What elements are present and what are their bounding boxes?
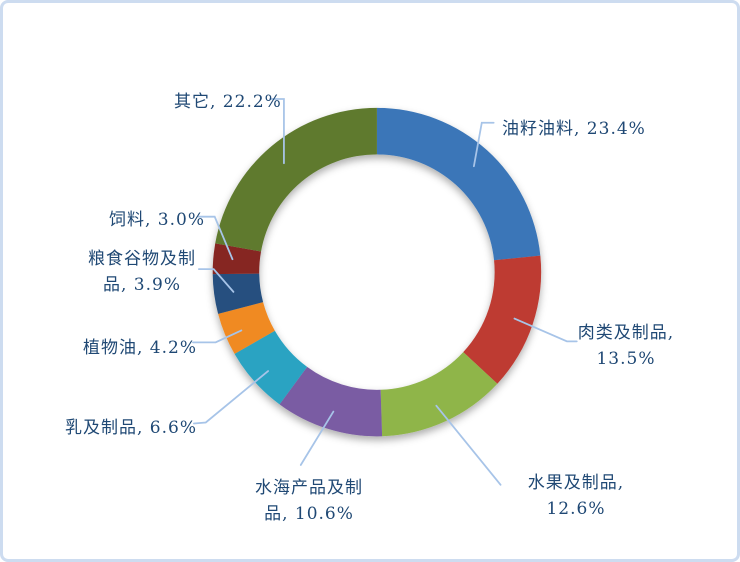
leader-line-dairy	[193, 370, 269, 425]
donut-slices	[212, 107, 542, 437]
label-line: 粮食谷物及制	[88, 249, 196, 269]
label-meat: 肉类及制品, 13.5%	[571, 320, 681, 372]
leader-line-oilseeds	[472, 121, 495, 168]
label-line: 乳及制品, 6.6%	[65, 418, 197, 438]
leader-line-aquatic	[299, 410, 335, 466]
label-oilseeds: 油籽油料, 23.4%	[502, 116, 646, 142]
label-line: 水果及制品,	[527, 473, 625, 493]
label-line: 油籽油料, 23.4%	[502, 119, 646, 139]
label-line: 水海产品及制	[255, 478, 363, 498]
leader-line-other	[269, 98, 285, 165]
leader-line-meat	[513, 317, 578, 343]
label-line: 饲料, 3.0%	[109, 210, 205, 230]
label-fruit: 水果及制品, 12.6%	[514, 470, 638, 522]
label-line: 13.5%	[596, 349, 656, 369]
donut-slice-fruit	[380, 352, 498, 437]
label-line: 品, 3.9%	[103, 275, 181, 295]
leader-line-vegetable-oil	[192, 329, 243, 344]
leader-line-fruit	[435, 404, 502, 486]
label-grain: 粮食谷物及制 品, 3.9%	[75, 246, 209, 298]
leader-line-feed	[197, 215, 234, 261]
donut-slice-meat	[463, 255, 542, 384]
leader-lines	[192, 98, 578, 486]
label-other: 其它, 22.2%	[174, 89, 282, 115]
donut-chart	[192, 98, 578, 486]
label-dairy: 乳及制品, 6.6%	[65, 415, 197, 441]
label-feed: 饲料, 3.0%	[109, 207, 205, 233]
donut-slice-feed	[212, 243, 262, 275]
donut-slice-aquatic	[279, 366, 383, 437]
label-line: 肉类及制品,	[577, 323, 675, 343]
label-line: 品, 10.6%	[264, 504, 354, 524]
donut-slice-dairy	[234, 330, 308, 405]
label-aquatic: 水海产品及制 品, 10.6%	[247, 475, 371, 527]
label-line: 植物油, 4.2%	[83, 338, 197, 358]
donut-slice-oilseeds	[376, 107, 541, 261]
donut-slice-vegetable-oil	[218, 302, 275, 354]
label-line: 12.6%	[546, 499, 606, 519]
label-vegetable-oil: 植物油, 4.2%	[83, 335, 197, 361]
donut-slice-other	[215, 107, 377, 252]
leader-line-grain	[197, 268, 235, 293]
label-line: 其它, 22.2%	[174, 92, 282, 112]
